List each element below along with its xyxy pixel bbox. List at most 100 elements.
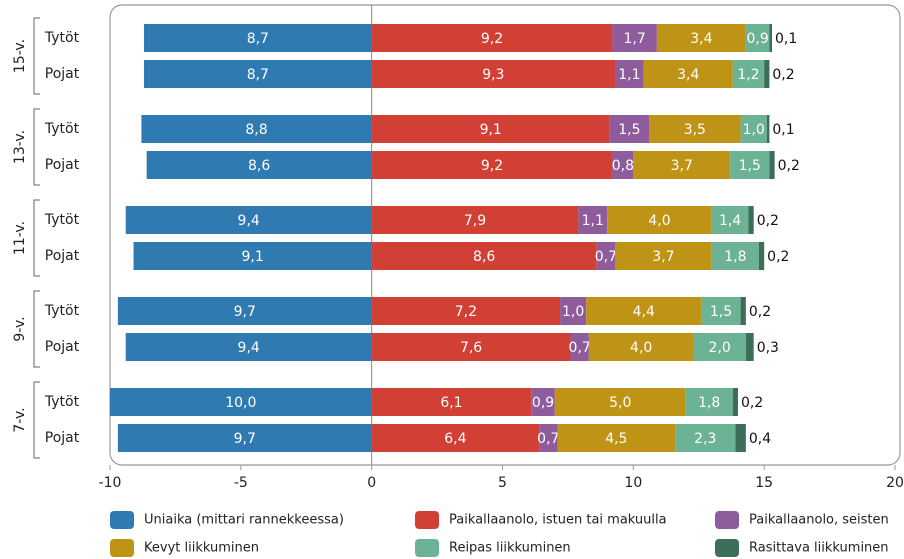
value-label: 9,3 bbox=[482, 67, 504, 83]
bar-segment bbox=[711, 206, 749, 234]
category-label: Tytöt bbox=[44, 303, 80, 319]
group-bracket bbox=[33, 381, 40, 459]
bar-segment bbox=[711, 242, 759, 270]
legend-swatch bbox=[715, 539, 739, 557]
value-label: 9,1 bbox=[241, 249, 263, 265]
value-label: 1,1 bbox=[582, 213, 604, 229]
bar-segment bbox=[371, 115, 610, 143]
value-label: 1,2 bbox=[737, 67, 759, 83]
bar-segment bbox=[371, 388, 532, 416]
category-label: Tytöt bbox=[44, 394, 80, 410]
value-label: 0,2 bbox=[757, 213, 779, 229]
bar-segment bbox=[117, 297, 372, 325]
legend-label: Uniaika (mittari rannekkeessa) bbox=[144, 513, 344, 528]
category-label: Pojat bbox=[45, 339, 80, 355]
value-label: 6,1 bbox=[440, 395, 462, 411]
value-label: 9,2 bbox=[481, 31, 503, 47]
bar-segment bbox=[643, 60, 733, 88]
value-label: 4,4 bbox=[633, 304, 655, 320]
category-label: Tytöt bbox=[44, 121, 80, 137]
bar-segment bbox=[371, 242, 597, 270]
legend-swatch bbox=[415, 511, 439, 529]
value-label: 1,8 bbox=[698, 395, 720, 411]
value-label: 9,4 bbox=[238, 340, 260, 356]
value-label: 9,4 bbox=[238, 213, 260, 229]
bar-segment bbox=[745, 24, 770, 52]
value-label: 8,6 bbox=[473, 249, 495, 265]
value-label: 10,0 bbox=[225, 395, 256, 411]
legend-swatch bbox=[715, 511, 739, 529]
bar-segment bbox=[609, 115, 650, 143]
x-tick-label: 10 bbox=[624, 475, 642, 491]
bar-segment bbox=[615, 242, 712, 270]
value-label: 0,3 bbox=[757, 340, 779, 356]
bar-segment bbox=[740, 115, 767, 143]
value-label: 1,8 bbox=[724, 249, 746, 265]
value-label: 0,2 bbox=[772, 67, 794, 83]
bar-segment bbox=[612, 151, 634, 179]
category-label: Tytöt bbox=[44, 30, 80, 46]
bar-segment bbox=[371, 297, 561, 325]
bar-segment bbox=[144, 60, 372, 88]
bar-segment bbox=[769, 151, 775, 179]
bar-segment bbox=[745, 333, 754, 361]
bar-segment bbox=[732, 388, 738, 416]
bar-segment bbox=[596, 242, 616, 270]
legend-swatch bbox=[110, 511, 134, 529]
value-label: 9,2 bbox=[481, 158, 503, 174]
bar-segment bbox=[735, 424, 746, 452]
value-label: 3,5 bbox=[684, 122, 706, 138]
group-bracket bbox=[33, 199, 40, 277]
value-label: 0,1 bbox=[772, 122, 794, 138]
bar-segment bbox=[612, 24, 657, 52]
bar-segment bbox=[144, 24, 372, 52]
category-label: Pojat bbox=[45, 248, 80, 264]
bar-segment bbox=[531, 388, 555, 416]
value-label: 3,4 bbox=[690, 31, 712, 47]
bar-segment bbox=[732, 60, 765, 88]
bar-segment bbox=[110, 388, 372, 416]
value-label: 4,5 bbox=[605, 431, 627, 447]
bar-segment bbox=[371, 151, 613, 179]
value-label: 0,1 bbox=[775, 31, 797, 47]
legend-label: Paikallaanolo, istuen tai makuulla bbox=[449, 513, 667, 528]
value-label: 3,7 bbox=[671, 158, 693, 174]
bar-segment bbox=[371, 60, 616, 88]
value-label: 0,9 bbox=[532, 395, 554, 411]
bar-segment bbox=[766, 115, 770, 143]
value-label: 0,2 bbox=[749, 304, 771, 320]
group-bracket bbox=[33, 290, 40, 368]
bar-segment bbox=[539, 424, 558, 452]
value-label: 0,2 bbox=[767, 249, 789, 265]
bar-segment bbox=[560, 297, 587, 325]
bar-segment bbox=[758, 242, 765, 270]
value-label: 1,5 bbox=[739, 158, 761, 174]
x-tick-label: 15 bbox=[755, 475, 773, 491]
value-label: 2,3 bbox=[694, 431, 716, 447]
value-label: 9,7 bbox=[234, 431, 256, 447]
bar-segment bbox=[764, 60, 770, 88]
value-label: 9,7 bbox=[234, 304, 256, 320]
group-bracket bbox=[33, 17, 40, 95]
value-label: 8,7 bbox=[247, 31, 269, 47]
value-label: 7,6 bbox=[460, 340, 482, 356]
bar-segment bbox=[675, 424, 736, 452]
value-label: 2,0 bbox=[709, 340, 731, 356]
value-label: 0,2 bbox=[741, 395, 763, 411]
bar-segment bbox=[748, 206, 754, 234]
bar-segment bbox=[588, 333, 694, 361]
value-label: 8,7 bbox=[247, 67, 269, 83]
value-label: 8,6 bbox=[248, 158, 270, 174]
bar-segment bbox=[740, 297, 746, 325]
bar-segment bbox=[693, 333, 746, 361]
value-label: 3,7 bbox=[652, 249, 674, 265]
bar-segment bbox=[117, 424, 372, 452]
value-label: 8,8 bbox=[245, 122, 267, 138]
x-tick-label: -10 bbox=[99, 475, 122, 491]
value-label: 0,2 bbox=[778, 158, 800, 174]
value-label: 0,9 bbox=[746, 31, 768, 47]
value-label: 3,4 bbox=[677, 67, 699, 83]
bar-segment bbox=[371, 24, 613, 52]
bar-segment bbox=[371, 424, 540, 452]
